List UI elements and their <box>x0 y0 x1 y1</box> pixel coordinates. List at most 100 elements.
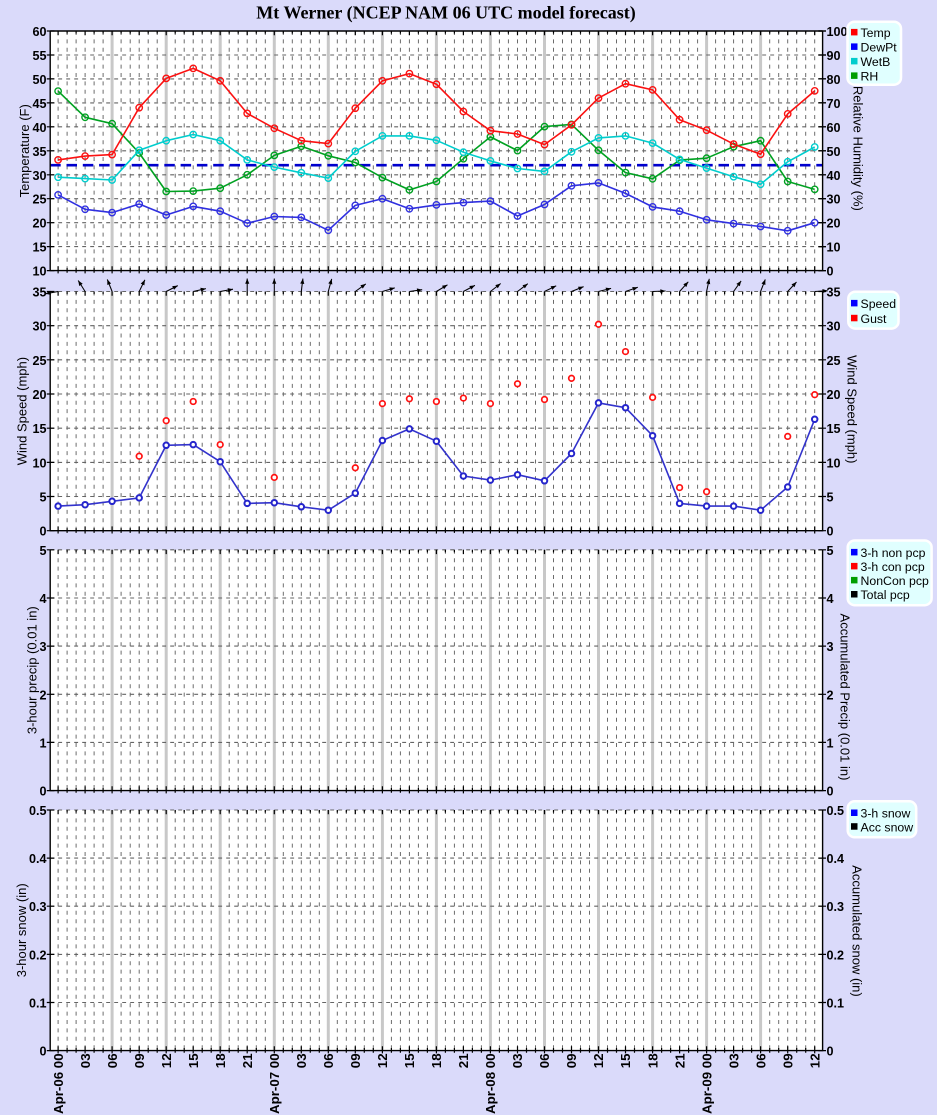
svg-text:0: 0 <box>827 785 834 799</box>
svg-text:50: 50 <box>32 73 46 87</box>
svg-text:30: 30 <box>32 169 46 183</box>
svg-text:06: 06 <box>537 1053 552 1068</box>
svg-text:Relative Humidity (%): Relative Humidity (%) <box>850 86 865 211</box>
svg-text:DewPt: DewPt <box>861 41 898 55</box>
svg-text:15: 15 <box>32 422 46 436</box>
svg-text:15: 15 <box>32 241 46 255</box>
svg-text:30: 30 <box>32 320 46 334</box>
svg-text:3-h snow: 3-h snow <box>861 807 911 821</box>
svg-text:09: 09 <box>780 1053 795 1068</box>
svg-text:2: 2 <box>827 688 834 702</box>
svg-text:18: 18 <box>645 1053 660 1068</box>
svg-text:35: 35 <box>827 286 841 300</box>
svg-text:Wind Speed (mph): Wind Speed (mph) <box>845 355 860 463</box>
svg-text:25: 25 <box>827 354 841 368</box>
svg-text:RH: RH <box>861 70 879 84</box>
svg-text:09: 09 <box>132 1053 147 1068</box>
svg-text:Apr-06 00: Apr-06 00 <box>51 1053 66 1114</box>
svg-text:25: 25 <box>32 354 46 368</box>
svg-text:35: 35 <box>32 286 46 300</box>
svg-text:09: 09 <box>348 1053 363 1068</box>
svg-text:15: 15 <box>827 422 841 436</box>
svg-text:3-h con pcp: 3-h con pcp <box>861 560 925 574</box>
svg-text:Gust: Gust <box>861 312 888 326</box>
svg-text:0.1: 0.1 <box>827 997 845 1011</box>
svg-text:3-hour snow (in): 3-hour snow (in) <box>14 883 29 977</box>
svg-text:100: 100 <box>827 25 848 39</box>
svg-text:0.2: 0.2 <box>827 948 845 962</box>
svg-text:10: 10 <box>32 456 46 470</box>
svg-text:0: 0 <box>39 785 46 799</box>
svg-text:06: 06 <box>321 1053 336 1068</box>
svg-text:Mt Werner (NCEP NAM 06 UTC mod: Mt Werner (NCEP NAM 06 UTC model forecas… <box>256 3 635 24</box>
svg-text:10: 10 <box>827 456 841 470</box>
svg-text:12: 12 <box>807 1053 822 1068</box>
svg-text:3: 3 <box>827 640 834 654</box>
svg-text:3-hour precip (0.01 in): 3-hour precip (0.01 in) <box>24 606 39 734</box>
svg-text:0.3: 0.3 <box>29 900 47 914</box>
svg-text:Wind Speed (mph): Wind Speed (mph) <box>15 357 30 465</box>
svg-text:WetB: WetB <box>861 55 891 69</box>
svg-text:0: 0 <box>827 1045 834 1059</box>
svg-text:NonCon pcp: NonCon pcp <box>861 574 930 588</box>
svg-text:21: 21 <box>240 1053 255 1068</box>
svg-text:12: 12 <box>591 1053 606 1068</box>
svg-text:40: 40 <box>827 169 841 183</box>
svg-text:30: 30 <box>827 193 841 207</box>
svg-text:15: 15 <box>186 1053 201 1068</box>
svg-text:90: 90 <box>827 49 841 63</box>
svg-text:2: 2 <box>39 688 46 702</box>
svg-text:06: 06 <box>105 1053 120 1068</box>
svg-text:0.4: 0.4 <box>29 852 47 866</box>
svg-text:20: 20 <box>32 217 46 231</box>
svg-text:06: 06 <box>753 1053 768 1068</box>
svg-text:03: 03 <box>510 1053 525 1068</box>
svg-text:5: 5 <box>827 491 834 505</box>
svg-text:30: 30 <box>827 320 841 334</box>
svg-text:35: 35 <box>32 145 46 159</box>
svg-text:Total pcp: Total pcp <box>861 588 910 602</box>
svg-text:Acc snow: Acc snow <box>861 820 914 834</box>
svg-text:21: 21 <box>456 1053 471 1068</box>
svg-text:03: 03 <box>78 1053 93 1068</box>
svg-text:09: 09 <box>564 1053 579 1068</box>
svg-text:3: 3 <box>39 640 46 654</box>
svg-text:50: 50 <box>827 145 841 159</box>
svg-text:20: 20 <box>827 388 841 402</box>
svg-text:18: 18 <box>213 1053 228 1068</box>
svg-text:20: 20 <box>827 217 841 231</box>
svg-text:0.4: 0.4 <box>827 852 845 866</box>
svg-text:10: 10 <box>32 265 46 279</box>
svg-text:12: 12 <box>375 1053 390 1068</box>
svg-text:Temp: Temp <box>861 26 891 40</box>
svg-text:21: 21 <box>672 1053 687 1068</box>
svg-text:60: 60 <box>32 25 46 39</box>
svg-text:5: 5 <box>39 491 46 505</box>
svg-text:5: 5 <box>39 544 46 558</box>
svg-text:12: 12 <box>159 1053 174 1068</box>
svg-text:Accumulated Precip (0.01 in): Accumulated Precip (0.01 in) <box>838 614 853 781</box>
svg-text:18: 18 <box>429 1053 444 1068</box>
svg-text:20: 20 <box>32 388 46 402</box>
svg-text:Apr-09 00: Apr-09 00 <box>699 1053 714 1114</box>
svg-text:1: 1 <box>39 736 46 750</box>
svg-text:80: 80 <box>827 73 841 87</box>
svg-text:Speed: Speed <box>861 297 897 311</box>
svg-text:0: 0 <box>39 525 46 539</box>
svg-text:15: 15 <box>618 1053 633 1068</box>
svg-text:0: 0 <box>827 265 834 279</box>
svg-text:3-h non pcp: 3-h non pcp <box>861 546 926 560</box>
svg-text:03: 03 <box>726 1053 741 1068</box>
svg-text:55: 55 <box>32 49 46 63</box>
svg-text:45: 45 <box>32 97 46 111</box>
svg-text:4: 4 <box>39 592 46 606</box>
svg-text:25: 25 <box>32 193 46 207</box>
svg-text:Temperature (F): Temperature (F) <box>17 104 32 197</box>
svg-text:5: 5 <box>827 544 834 558</box>
svg-text:0.5: 0.5 <box>29 804 47 818</box>
svg-text:4: 4 <box>827 592 834 606</box>
svg-text:0.2: 0.2 <box>29 948 47 962</box>
svg-text:60: 60 <box>827 121 841 135</box>
svg-text:0.3: 0.3 <box>827 900 845 914</box>
svg-text:10: 10 <box>827 241 841 255</box>
